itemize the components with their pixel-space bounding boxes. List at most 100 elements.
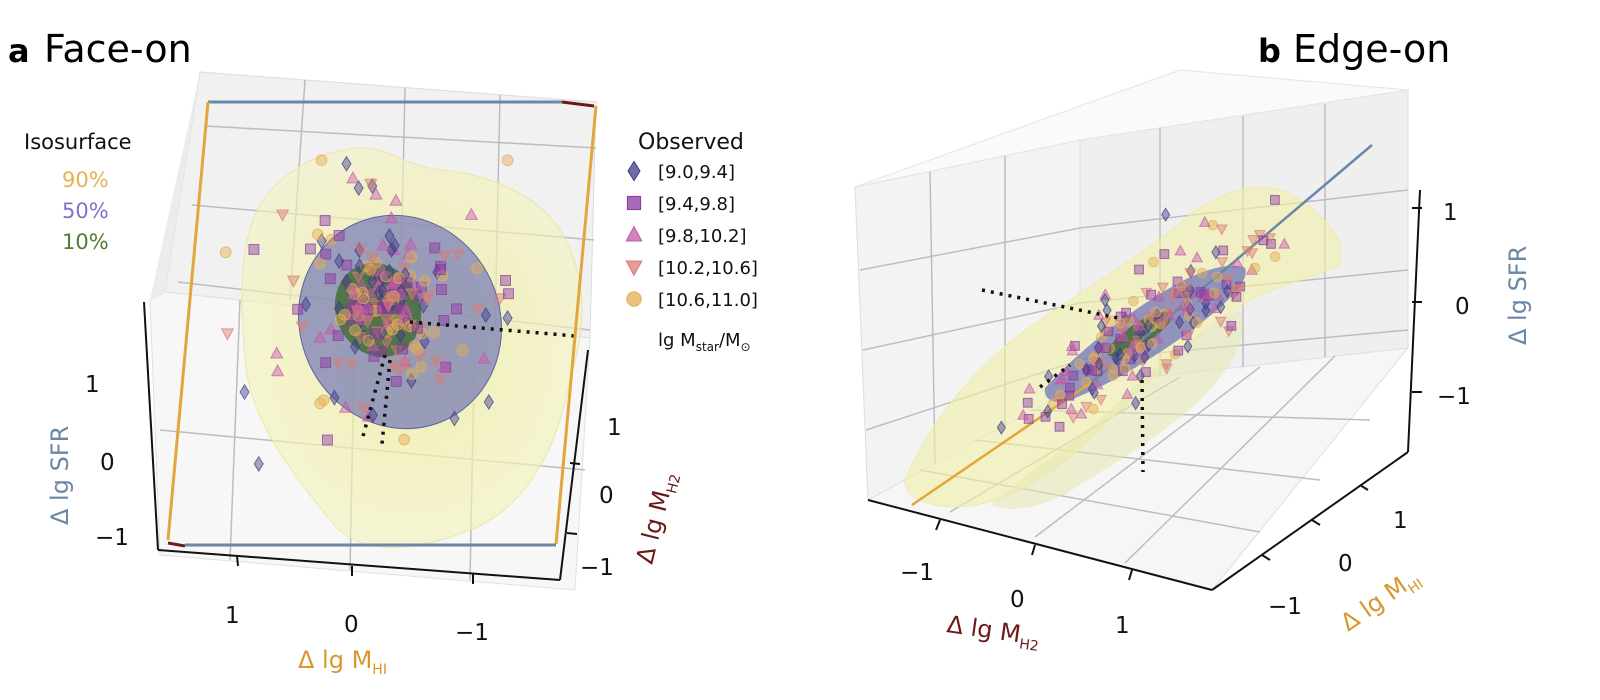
scatter-a-point bbox=[471, 262, 483, 275]
scatter-a-point bbox=[362, 334, 375, 347]
scatter-a-point bbox=[357, 292, 370, 305]
scatter-a-point bbox=[405, 251, 418, 264]
scatter-b-point bbox=[1022, 397, 1033, 408]
scatter-b-point bbox=[1159, 249, 1170, 259]
scatter-a-point bbox=[503, 288, 514, 300]
scatter-b-point bbox=[1017, 408, 1030, 420]
scatter-a-point bbox=[270, 363, 285, 377]
scatter-a-point bbox=[219, 246, 232, 259]
scatter-a-point bbox=[403, 237, 418, 250]
scatter-b-point bbox=[1074, 358, 1085, 370]
scatter-a-point bbox=[411, 343, 424, 356]
scatter-a-point bbox=[412, 322, 423, 334]
panel-a-y-axis-label: Δ lg MH2 bbox=[631, 469, 685, 568]
observed-legend-items: [9.0,9.4] [9.4,9.8] [9.8,10.2] [10.2,10.6] [… bbox=[625, 160, 758, 311]
scatter-b-point bbox=[1135, 342, 1146, 353]
scatter-b-point bbox=[1100, 361, 1114, 373]
scatter-b-point bbox=[1056, 372, 1069, 384]
scatter-b-point bbox=[1134, 264, 1144, 275]
scatter-b-point bbox=[1266, 238, 1276, 249]
panel-b-title: Edge-on bbox=[1293, 27, 1450, 71]
scatter-b-point bbox=[1066, 344, 1079, 356]
scatter-a-point bbox=[429, 356, 443, 369]
scatter-b-point bbox=[1185, 283, 1196, 298]
scatter-a-point bbox=[300, 296, 312, 313]
scatter-b-point bbox=[1270, 195, 1280, 205]
scatter-a-point bbox=[390, 376, 402, 387]
scatter-b-point bbox=[1040, 411, 1051, 422]
scatter-a-point bbox=[334, 253, 345, 270]
scatter-a-point bbox=[394, 287, 408, 300]
scatter-b-point bbox=[1179, 292, 1192, 304]
panel-a-y-tick-1: 1 bbox=[607, 415, 622, 441]
panel-b-z-tick-2: 0 bbox=[1455, 294, 1470, 320]
panel-b-reference-lines bbox=[981, 288, 1145, 473]
panel-a-scatter bbox=[219, 154, 514, 473]
scatter-b-point bbox=[1214, 316, 1227, 328]
scatter-b-point bbox=[1163, 309, 1176, 321]
scatter-a-point bbox=[412, 290, 424, 302]
scatter-b-point bbox=[1215, 224, 1228, 236]
panel-a-x-tick-3: −1 bbox=[455, 620, 489, 646]
scatter-a-point bbox=[314, 397, 326, 410]
scatter-a-point bbox=[384, 210, 399, 224]
panel-a-ticks bbox=[236, 462, 581, 584]
scatter-b-point bbox=[1088, 403, 1099, 415]
scatter-b-point bbox=[1152, 290, 1165, 302]
scatter-b-point bbox=[1269, 251, 1281, 262]
scatter-b-point bbox=[1173, 345, 1184, 356]
scatter-b-point bbox=[1055, 389, 1066, 401]
scatter-a-point bbox=[390, 345, 404, 358]
scatter-b-point bbox=[1123, 315, 1135, 327]
scatter-a-point bbox=[368, 350, 380, 362]
observed-legend-title: Observed bbox=[638, 130, 744, 155]
panel-a-z-tick-2: 0 bbox=[100, 450, 115, 476]
legend-marker-0 bbox=[627, 160, 641, 182]
scatter-b-point bbox=[1222, 283, 1232, 299]
scatter-a-point bbox=[387, 360, 401, 373]
scatter-a-point bbox=[295, 321, 310, 334]
scatter-a-point bbox=[313, 330, 327, 343]
scatter-b-point bbox=[1174, 314, 1185, 330]
scatter-a-point bbox=[405, 288, 419, 301]
scatter-a-point bbox=[248, 244, 260, 255]
scatter-b-point bbox=[1216, 299, 1226, 315]
scatter-a-point bbox=[369, 187, 383, 200]
scatter-b-point bbox=[1231, 291, 1242, 302]
scatter-a-point bbox=[375, 263, 389, 276]
scatter-b-point bbox=[1212, 289, 1225, 302]
scatter-a-point bbox=[332, 330, 344, 342]
scatter-a-point bbox=[398, 433, 411, 446]
scatter-a-point bbox=[324, 322, 338, 335]
panel-b-x-tick-2: 0 bbox=[1010, 587, 1025, 613]
scatter-a-point bbox=[365, 265, 380, 278]
scatter-a-point bbox=[345, 302, 357, 314]
scatter-b-point bbox=[1128, 295, 1139, 307]
scatter-a-point bbox=[386, 323, 399, 336]
scatter-b-point bbox=[1230, 285, 1244, 297]
scatter-b-point bbox=[1115, 333, 1126, 344]
scatter-b-point bbox=[1081, 362, 1091, 377]
scatter-b-point bbox=[1174, 244, 1187, 256]
scatter-b-point bbox=[1156, 282, 1169, 294]
scatter-b-point bbox=[1107, 370, 1119, 382]
legend-marker-1 bbox=[626, 195, 642, 211]
scatter-a-point bbox=[377, 282, 388, 299]
scatter-b-point bbox=[1249, 262, 1261, 274]
panel-a-axes bbox=[143, 301, 589, 581]
scatter-b-point bbox=[1241, 246, 1254, 258]
scatter-b-point bbox=[1212, 271, 1223, 283]
scatter-b-point bbox=[1117, 329, 1130, 342]
scatter-b-point bbox=[1146, 289, 1157, 300]
scatter-a-point bbox=[334, 313, 347, 326]
scatter-b-point bbox=[1185, 301, 1195, 317]
isosurface-legend-90: 90% bbox=[62, 168, 109, 192]
scatter-b-point bbox=[1246, 248, 1259, 260]
scatter-b-point bbox=[1216, 257, 1229, 269]
scatter-a-point bbox=[483, 393, 494, 411]
scatter-b-point bbox=[1115, 346, 1125, 362]
scatter-b-point bbox=[1164, 307, 1177, 319]
scatter-b-point bbox=[1231, 256, 1244, 268]
panel-a-z-tick-1: 1 bbox=[85, 372, 100, 398]
legend-label-2: [9.8,10.2] bbox=[658, 226, 746, 247]
